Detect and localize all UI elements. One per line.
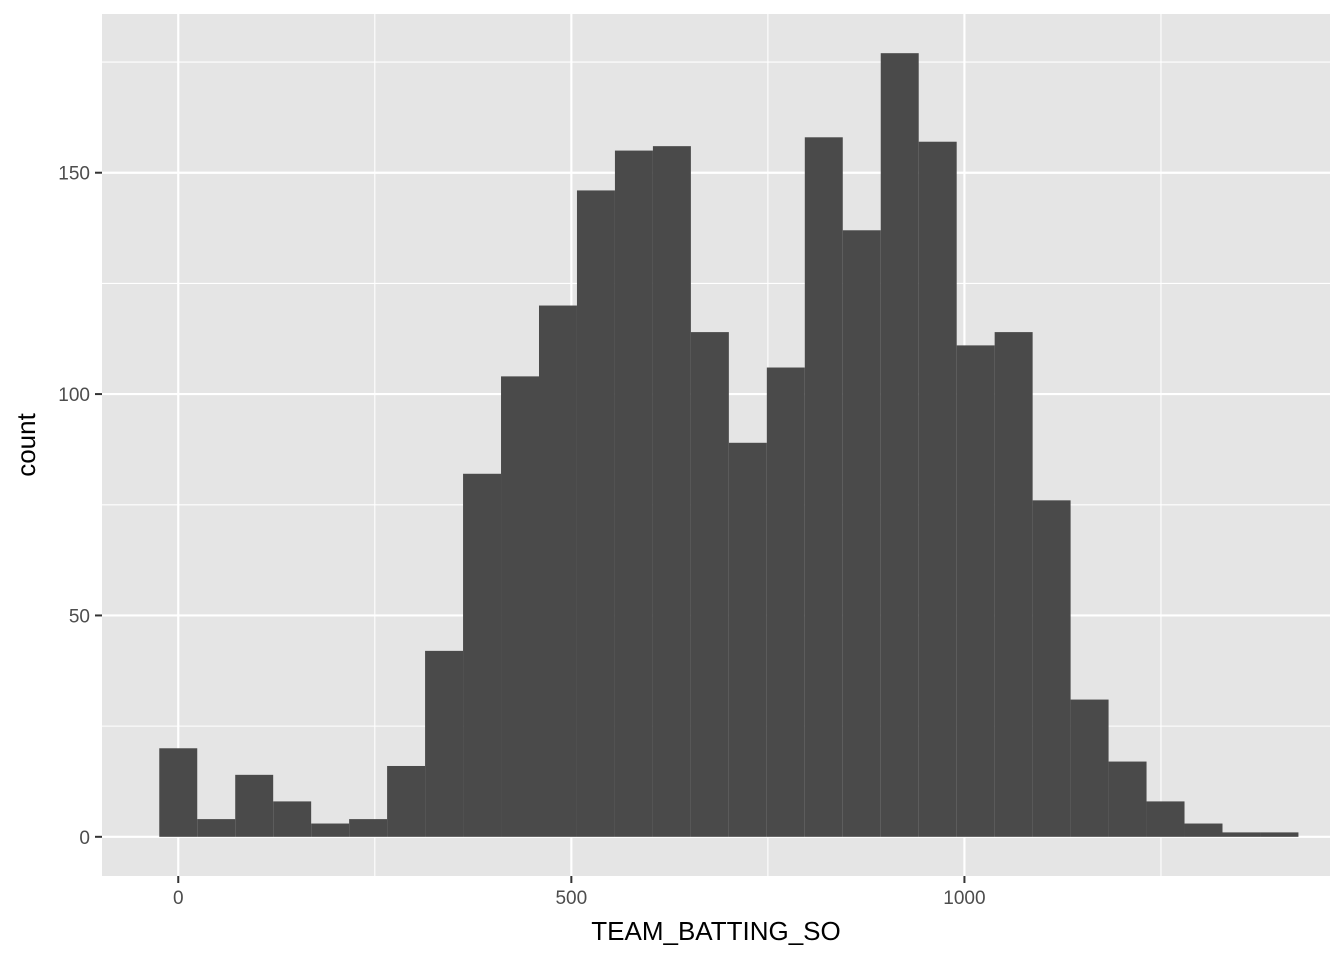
histogram-bar bbox=[1108, 761, 1147, 837]
histogram-bar bbox=[766, 367, 805, 837]
histogram-bar bbox=[576, 190, 615, 837]
y-tick-label: 100 bbox=[58, 385, 90, 406]
y-tick-label: 0 bbox=[79, 828, 90, 849]
histogram-bar bbox=[538, 305, 577, 837]
y-axis-title: count bbox=[11, 412, 41, 476]
x-axis: 0 500 1000 bbox=[173, 876, 986, 909]
histogram-bar bbox=[159, 748, 198, 837]
histogram-bar bbox=[1260, 832, 1299, 837]
histogram-bar bbox=[690, 332, 729, 837]
histogram-bar bbox=[614, 150, 653, 837]
histogram-bars bbox=[159, 53, 1299, 837]
y-tick-label: 50 bbox=[69, 606, 90, 627]
histogram-bar bbox=[501, 376, 539, 837]
histogram-bar bbox=[311, 823, 350, 837]
histogram-bar bbox=[1070, 699, 1109, 837]
histogram-bar bbox=[273, 801, 312, 837]
histogram-bar bbox=[728, 442, 767, 837]
y-tick-label: 150 bbox=[58, 164, 90, 185]
histogram-bar bbox=[1184, 823, 1223, 837]
histogram-bar bbox=[880, 53, 919, 837]
x-tick-label: 1000 bbox=[943, 888, 985, 909]
histogram-bar bbox=[235, 774, 274, 837]
histogram-bar bbox=[956, 345, 995, 837]
y-axis: 0 50 100 150 bbox=[58, 164, 102, 849]
histogram-bar bbox=[1146, 801, 1185, 837]
histogram-bar bbox=[652, 146, 691, 837]
histogram-bar bbox=[842, 230, 881, 837]
histogram-bar bbox=[918, 141, 957, 837]
histogram-bar bbox=[994, 332, 1033, 837]
x-tick-label: 500 bbox=[555, 888, 587, 909]
histogram-bar bbox=[349, 819, 388, 837]
histogram-bar bbox=[463, 473, 502, 837]
histogram-bar bbox=[425, 650, 464, 837]
x-tick-label: 0 bbox=[173, 888, 184, 909]
histogram-bar bbox=[1032, 500, 1071, 837]
x-axis-title: TEAM_BATTING_SO bbox=[591, 916, 840, 946]
histogram-bar bbox=[387, 765, 426, 837]
histogram-bar bbox=[197, 819, 236, 837]
histogram-bar bbox=[1222, 832, 1261, 837]
histogram-bar bbox=[804, 137, 843, 837]
